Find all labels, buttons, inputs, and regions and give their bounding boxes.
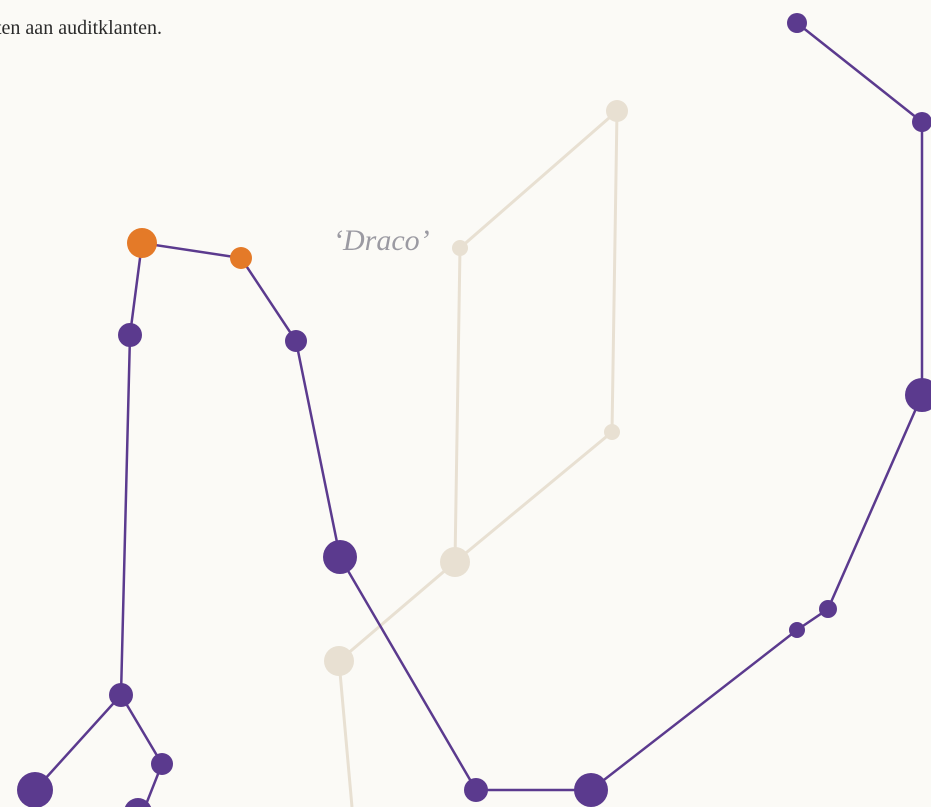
background [0,0,931,807]
page: ten aan auditklanten. ‘Draco’ (() => { c… [0,0,931,807]
star [464,778,488,802]
star [230,247,252,269]
star [151,753,173,775]
star [787,13,807,33]
star [323,540,357,574]
star [819,600,837,618]
star [604,424,620,440]
intro-text: ten aan auditklanten. [0,17,162,39]
star [118,323,142,347]
star [127,228,157,258]
constellation-label: ‘Draco’ [333,224,430,257]
star [109,683,133,707]
star [452,240,468,256]
star [789,622,805,638]
star [606,100,628,122]
star [440,547,470,577]
star [324,646,354,676]
star [17,772,53,807]
star [574,773,608,807]
illustration: ten aan auditklanten. ‘Draco’ [0,0,931,807]
star [285,330,307,352]
